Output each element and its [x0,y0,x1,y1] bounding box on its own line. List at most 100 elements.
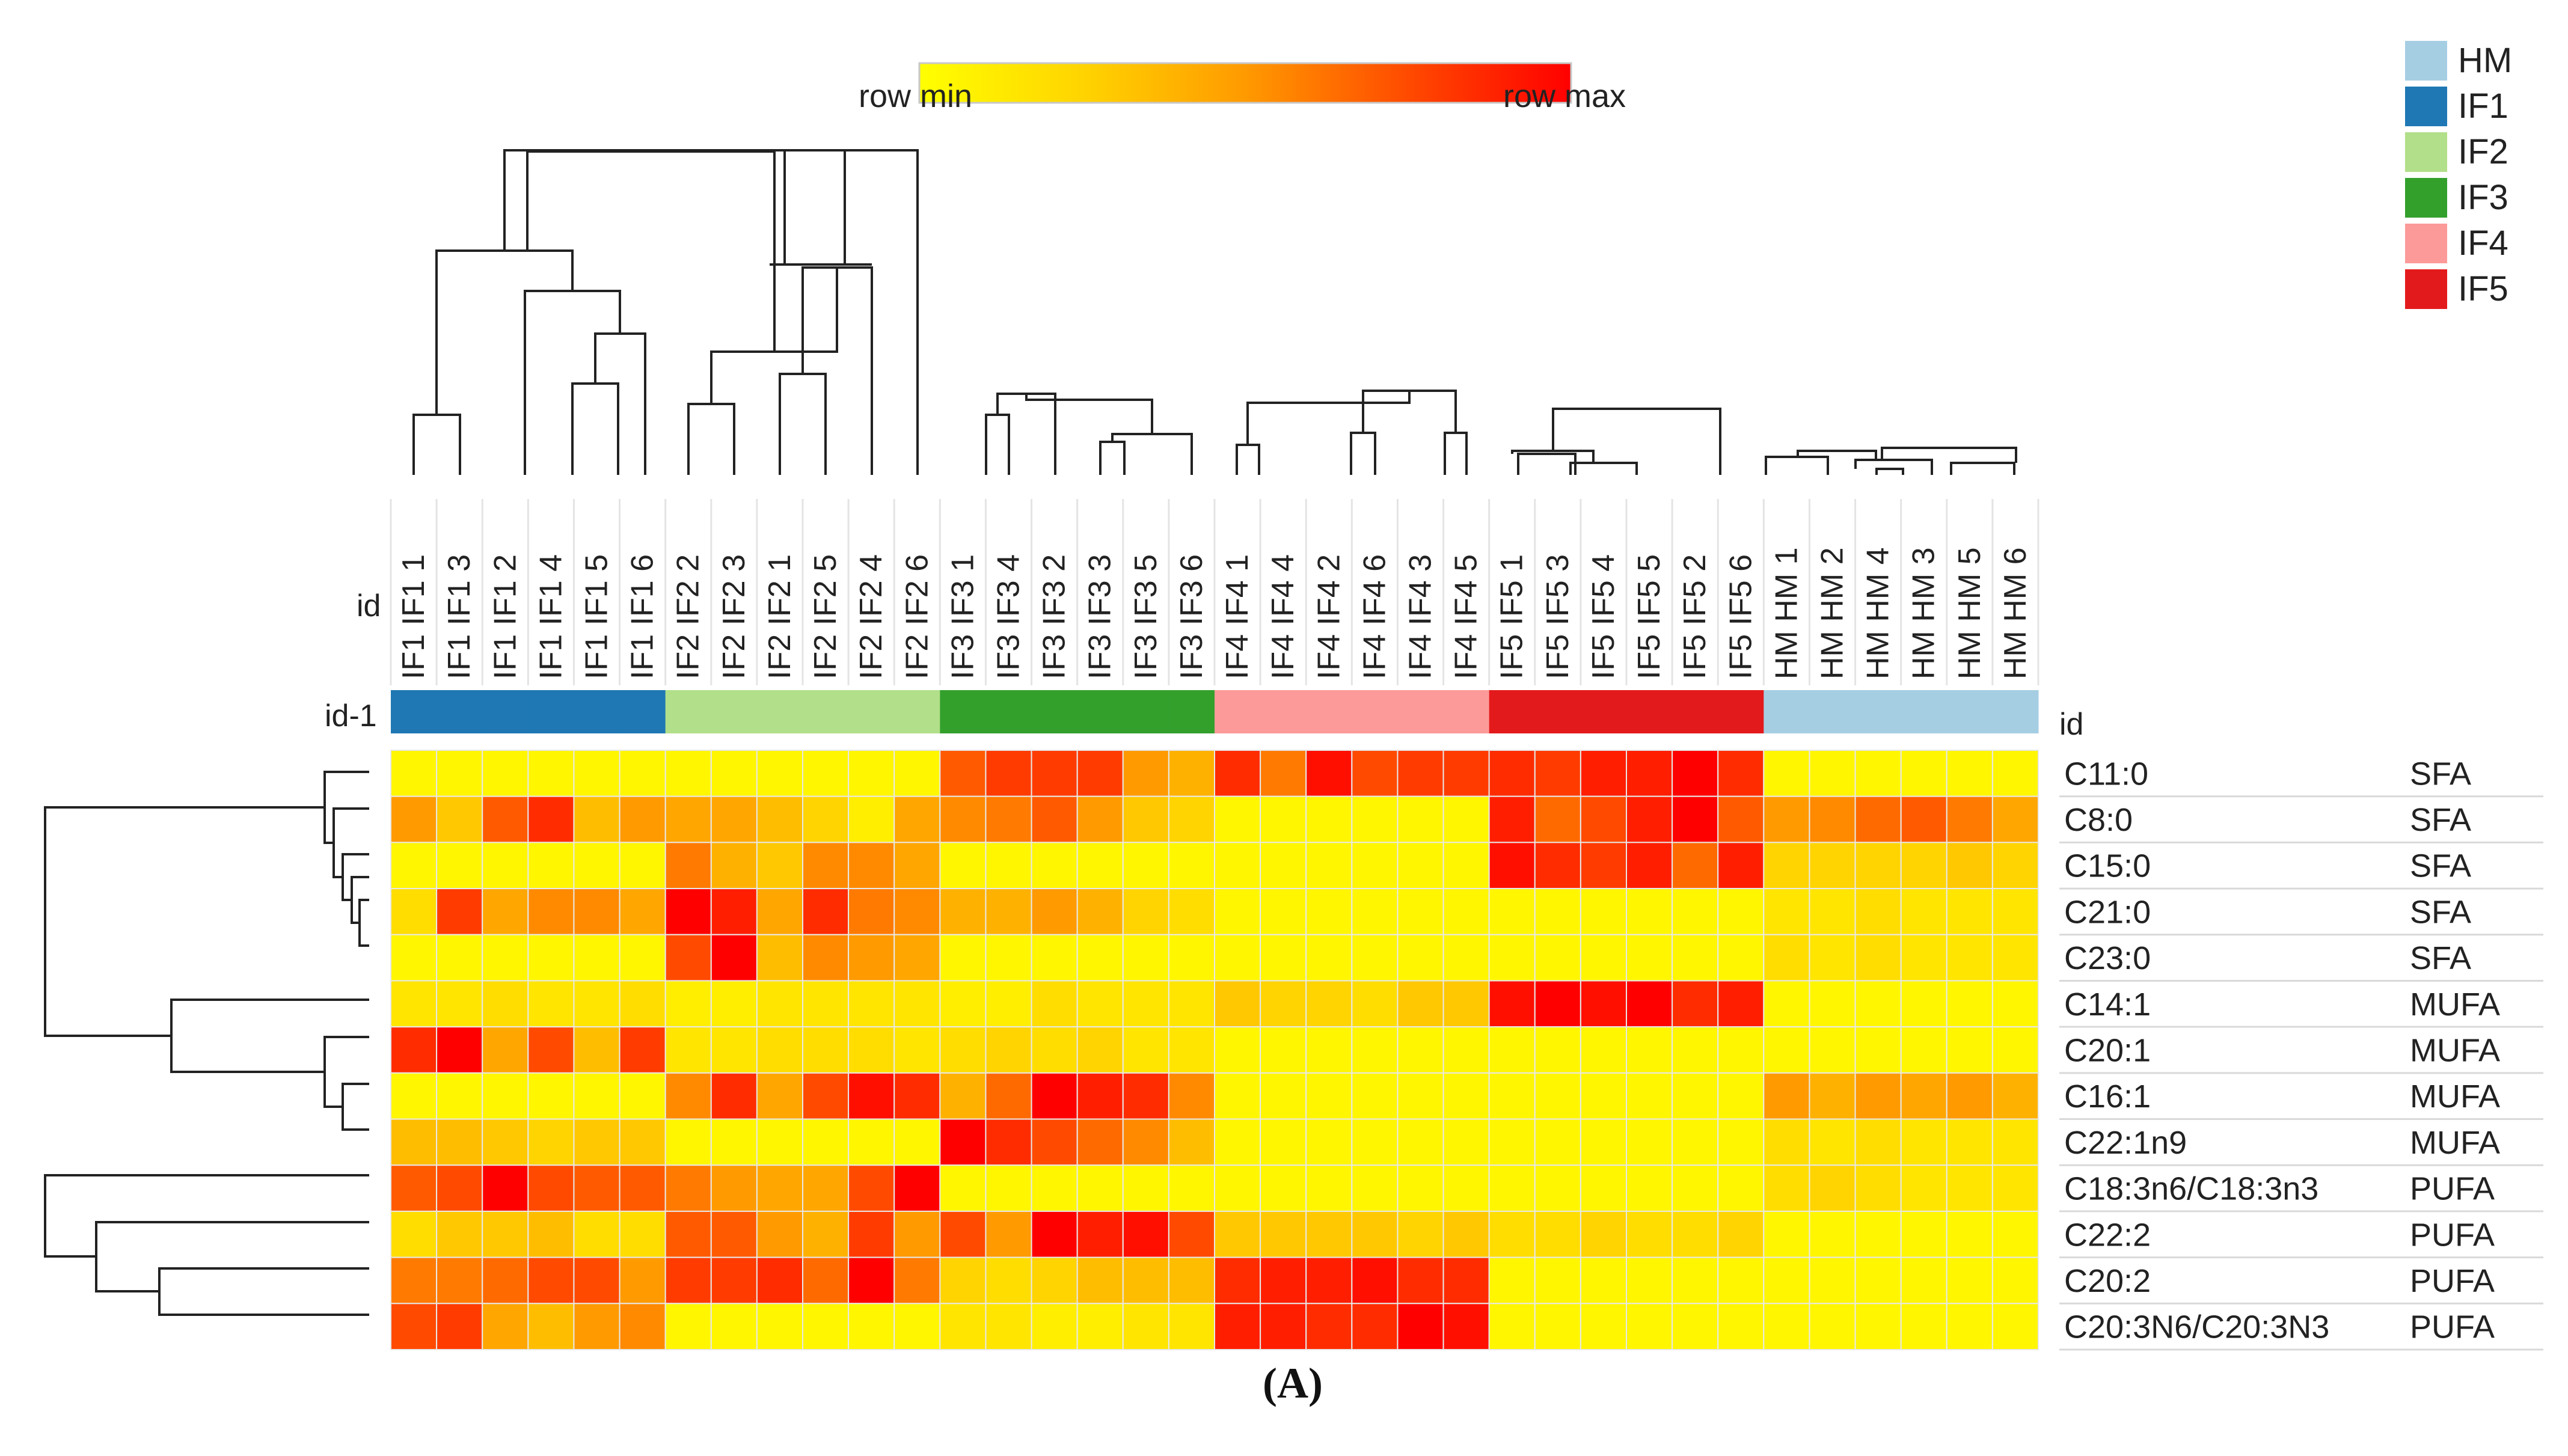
heatmap-cell [1214,750,1261,797]
heatmap-cell [985,750,1032,797]
heatmap-cell [1305,1026,1353,1074]
heatmap-cell [1626,842,1673,890]
heatmap-cell [802,795,850,843]
column-header-label: id [357,589,381,623]
heatmap-cell [710,795,758,843]
heatmap-cell [1214,1118,1261,1166]
row-class-label: PUFA [2410,1217,2495,1253]
heatmap-cell [482,750,529,797]
heatmap-cell [893,1303,941,1351]
group-annotation-cell [848,690,895,733]
heatmap-cell [985,1210,1032,1258]
column-label: IF5 IF5 3 [1540,554,1575,679]
group-annotation-cell [985,690,1032,733]
heatmap-cell [1076,842,1124,890]
column-labels: IF1 IF1 1 IF1 IF1 3 IF1 IF1 2 IF1 IF1 4 IF1 … [396,547,2033,679]
heatmap-cell [1946,1026,1993,1074]
heatmap-cell [848,1026,895,1074]
heatmap-cell [939,980,987,1028]
heatmap-cell [1534,1256,1581,1305]
column-label: IF2 IF2 2 [671,554,706,679]
heatmap-cell [1534,842,1581,890]
heatmap-cell [1168,750,1216,797]
heatmap-cell [1580,1256,1627,1305]
heatmap-cell [573,1210,621,1258]
row-class-label: SFA [2410,848,2471,884]
heatmap-cell [985,1256,1032,1305]
heatmap-cell [1854,934,1902,982]
heatmap-cell [573,750,621,797]
heatmap-cell [1809,1210,1856,1258]
heatmap-cell [893,1118,941,1166]
heatmap-cell [710,1256,758,1305]
heatmap-cell [985,1072,1032,1120]
heatmap-cell [893,842,941,890]
colorbar-max-label: row max [1503,78,1626,114]
heatmap-cell [1488,1118,1536,1166]
heatmap-cell [1626,1256,1673,1305]
heatmap-cell [1260,842,1307,890]
heatmap-cell [1031,750,1078,797]
heatmap-cell [1672,1210,1719,1258]
heatmap-cell [1672,842,1719,890]
heatmap-cell [1397,1303,1444,1351]
column-label: HM HM 2 [1815,547,1850,679]
heatmap-cell [1900,1256,1947,1305]
heatmap-cell [1900,888,1947,935]
heatmap-cell [527,934,575,982]
heatmap-cell [1351,934,1399,982]
heatmap-cell [1260,1026,1307,1074]
heatmap-cell [893,1210,941,1258]
group-annotation-cell [1809,690,1856,733]
group-annotation-cell [1946,690,1993,733]
heatmap-cell [1672,934,1719,982]
row-label: C11:0 [2064,756,2148,792]
heatmap-cell [1580,842,1627,890]
heatmap-cell [985,795,1032,843]
heatmap-cell [1717,1118,1765,1166]
heatmap-cell [848,795,895,843]
heatmap-cell [390,795,438,843]
heatmap-cell [848,750,895,797]
heatmap-cell [1626,888,1673,935]
column-label: IF1 IF1 1 [396,554,431,679]
heatmap-cell [1442,842,1490,890]
heatmap-cell [1397,1164,1444,1212]
column-label: IF5 IF5 6 [1723,554,1758,679]
heatmap-cells [390,750,2039,1351]
heatmap-cell [619,750,666,797]
heatmap-cell [1854,1210,1902,1258]
heatmap-cell [1305,934,1353,982]
heatmap-cell [1122,1210,1169,1258]
heatmap-cell [482,888,529,935]
heatmap-cell [756,1164,804,1212]
heatmap-cell [664,934,712,982]
group-annotation-cell [803,690,849,733]
row-label: C16:1 [2064,1078,2151,1115]
heatmap-cell [1946,980,1993,1028]
heatmap-cell [1672,750,1719,797]
heatmap-cell [1672,1303,1719,1351]
legend-swatch [2405,224,2447,263]
heatmap-cell [436,980,483,1028]
heatmap-cell [436,750,483,797]
heatmap-cell [1946,1210,1993,1258]
legend-label: IF1 [2458,87,2508,126]
heatmap-cell [1991,1164,2039,1212]
heatmap-cell [390,1256,438,1305]
heatmap-cell [527,1210,575,1258]
group-annotation-cell [940,690,986,733]
heatmap-cell [1672,888,1719,935]
heatmap-cell [1442,750,1490,797]
heatmap-cell [1763,842,1810,890]
heatmap-cell [756,795,804,843]
heatmap-cell [1214,934,1261,982]
heatmap-cell [436,1026,483,1074]
group-annotation-cell [711,690,758,733]
heatmap-cell [482,1026,529,1074]
heatmap-cell [1168,1026,1216,1074]
heatmap-cell [1442,1118,1490,1166]
heatmap-cell [893,934,941,982]
heatmap-cell [573,1256,621,1305]
heatmap-cell [1031,795,1078,843]
